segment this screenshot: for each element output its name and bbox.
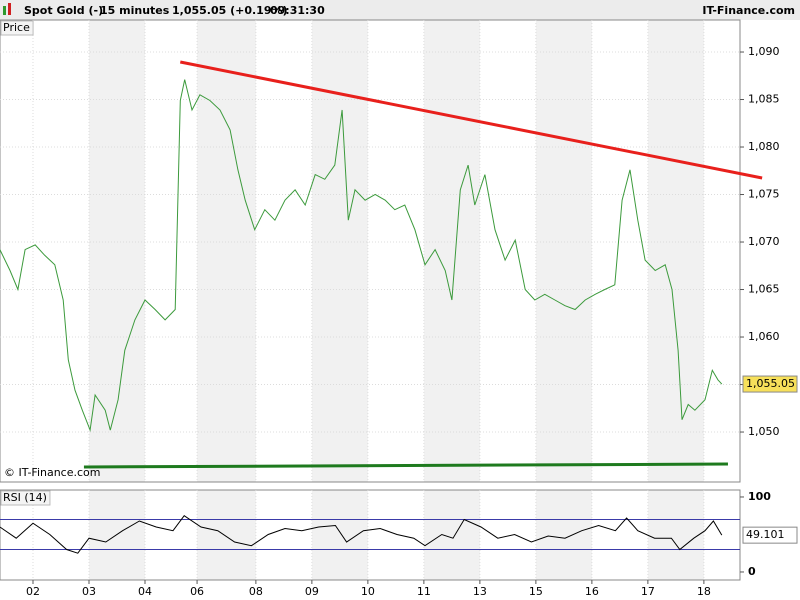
instrument: Spot Gold (-) [24,4,103,17]
x-tick-label: 04 [138,585,152,598]
series-line [0,515,723,554]
panel-label-box [0,490,51,506]
day-band [197,20,256,482]
x-tick-label: 06 [190,585,204,598]
day-band [535,490,592,580]
y-tick-label: 1,090 [748,45,780,58]
x-tick-label: 08 [249,585,263,598]
x-tick-label: 10 [361,585,375,598]
day-band [647,20,704,482]
x-tick-label: 13 [473,585,487,598]
icon [3,6,6,15]
current-value-box [742,375,798,393]
time: 09:31:30 [270,4,325,17]
header-bar [0,0,800,20]
current-value-label: 49.101 [746,528,785,541]
current-value-box [742,526,798,544]
y-tick-label: 0 [748,565,756,578]
watermark: © IT-Finance.com [4,466,101,479]
x-tick-label: 02 [26,585,40,598]
panel-label-box [0,20,34,36]
interval: 15 minutes [100,4,170,17]
day-band [197,490,256,580]
y-tick-label: 1,070 [748,235,780,248]
y-tick-label: 1,080 [748,140,780,153]
x-tick-label: 17 [641,585,655,598]
plot-frame [0,489,741,581]
x-tick-label: 15 [529,585,543,598]
day-band [647,490,704,580]
trendline [179,60,763,180]
day-band [88,20,145,482]
quote: 1,055.05 (+0.19%) [172,4,288,17]
icon [8,3,11,15]
y-tick-label: 1,060 [748,330,780,343]
day-band [535,20,592,482]
panel-label: Price [3,21,30,34]
x-tick-label: 11 [417,585,431,598]
panel-label: RSI (14) [3,491,47,504]
trendline [83,462,728,469]
x-tick-label: 18 [697,585,711,598]
x-tick-label: 16 [585,585,599,598]
y-tick-label: 1,075 [748,188,780,201]
y-tick-label: 1,065 [748,283,780,296]
series-line [0,79,723,433]
y-tick-label: 1,050 [748,425,780,438]
day-band [423,490,480,580]
plot-frame [0,19,741,483]
current-value-label: 1,055.05 [746,377,795,390]
y-tick-label: 100 [748,490,771,503]
source: IT-Finance.com [702,4,795,17]
x-tick-label: 09 [305,585,319,598]
day-band [423,20,480,482]
day-band [311,490,368,580]
y-tick-label: 1,085 [748,93,780,106]
x-tick-label: 03 [82,585,96,598]
